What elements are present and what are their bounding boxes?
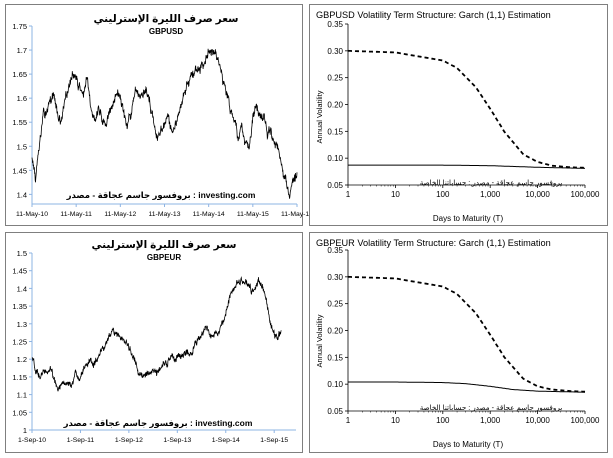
gbpeur-price-chart-panel: سعر صرف الليرة الإسترليني GBPEUR investi… — [5, 232, 303, 453]
y-tick-label: 0.25 — [327, 74, 343, 83]
price-series-line — [31, 48, 298, 199]
y-tick-label: 1.45 — [12, 166, 27, 175]
x-tick-label: 1-Sep-14 — [212, 437, 240, 444]
gbpusd-price-chart: سعر صرف الليرة الإسترليني GBPUSD investi… — [12, 13, 313, 218]
x-tick-label: 10 — [391, 416, 400, 425]
x-tick-label: 1-Sep-10 — [18, 437, 46, 444]
x-tick-label: 11-May-11 — [60, 211, 92, 218]
chart-annotation: investing.com : بروفسور جاسم عجاقة - مصد… — [63, 418, 253, 429]
y-tick-label: 0.15 — [327, 353, 343, 362]
gbpusd-volatility-chart-panel: GBPUSD Volatility Term Structure: Garch … — [309, 4, 608, 226]
x-tick-label: 1-Sep-12 — [115, 437, 143, 444]
x-tick-label: 11-May-15 — [237, 211, 269, 218]
y-tick-label: 1.05 — [12, 408, 27, 417]
x-tick-label: 1 — [346, 416, 351, 425]
y-tick-label: 1 — [23, 426, 27, 435]
x-axis-label: Days to Maturity (T) — [433, 440, 504, 449]
solid-volatility-series — [348, 381, 585, 393]
gbpusd-volatility-chart: GBPUSD Volatility Term Structure: Garch … — [315, 10, 600, 223]
x-tick-label: 11-May-16 — [281, 211, 313, 218]
y-tick-label: 0.30 — [327, 47, 343, 56]
x-axis-label: Days to Maturity (T) — [433, 214, 504, 223]
chart-title: سعر صرف الليرة الإسترليني — [94, 13, 239, 25]
x-tick-label: 1-Sep-15 — [260, 437, 288, 444]
x-tick-label: 10,000 — [525, 416, 550, 425]
gbpeur-price-chart: سعر صرف الليرة الإسترليني GBPEUR investi… — [12, 239, 296, 444]
y-tick-label: 1.45 — [12, 267, 27, 276]
chart-subtitle: GBPEUR — [147, 253, 181, 262]
y-tick-label: 1.15 — [12, 373, 27, 382]
y-tick-label: 0.30 — [327, 273, 343, 282]
x-tick-label: 1,000 — [480, 190, 501, 199]
chart-annotation: investing.com : بروفسور جاسم عجاقة - مصد… — [66, 190, 256, 201]
y-tick-label: 0.10 — [327, 380, 343, 389]
y-tick-label: 1.4 — [17, 190, 27, 199]
y-tick-label: 0.05 — [327, 407, 343, 416]
y-tick-label: 1.35 — [12, 302, 27, 311]
y-tick-label: 1.5 — [17, 142, 27, 151]
solid-volatility-series — [348, 164, 586, 169]
y-tick-label: 0.05 — [327, 181, 343, 190]
y-tick-label: 1.5 — [17, 249, 27, 258]
chart-title: GBPEUR Volatility Term Structure: Garch … — [316, 238, 551, 248]
y-tick-label: 1.1 — [17, 391, 27, 400]
x-tick-label: 11-May-13 — [149, 211, 181, 218]
y-tick-label: 0.20 — [327, 327, 343, 336]
y-tick-label: 1.7 — [17, 46, 27, 55]
y-tick-label: 1.3 — [17, 320, 27, 329]
chart-annotation: بروفسور جاسم عجاقة - مصدر : حساباتنا الخ… — [420, 403, 563, 412]
chart-subtitle: GBPUSD — [149, 27, 183, 36]
gbpeur-volatility-chart-panel: GBPEUR Volatility Term Structure: Garch … — [309, 232, 608, 453]
x-tick-label: 100,000 — [571, 190, 600, 199]
x-tick-label: 10 — [391, 190, 400, 199]
x-tick-label: 11-May-12 — [104, 211, 136, 218]
y-tick-label: 1.25 — [12, 338, 27, 347]
chart-title: GBPUSD Volatility Term Structure: Garch … — [316, 10, 551, 20]
y-tick-label: 1.65 — [12, 70, 27, 79]
x-tick-label: 100,000 — [571, 416, 600, 425]
chart-title: سعر صرف الليرة الإسترليني — [92, 239, 237, 251]
y-axis-label: Annual Volatility — [315, 314, 324, 367]
y-tick-label: 1.55 — [12, 118, 27, 127]
dashed-volatility-series — [347, 49, 585, 169]
y-tick-label: 0.20 — [327, 101, 343, 110]
y-tick-label: 1.4 — [17, 284, 27, 293]
x-tick-label: 1-Sep-13 — [163, 437, 191, 444]
x-tick-label: 1-Sep-11 — [67, 437, 95, 444]
dashed-volatility-series — [347, 275, 586, 393]
y-tick-label: 0.15 — [327, 127, 343, 136]
x-tick-label: 11-May-14 — [193, 211, 225, 218]
y-tick-label: 0.35 — [327, 20, 343, 29]
y-axis-label: Annual Volatility — [315, 90, 324, 143]
y-tick-label: 1.75 — [12, 22, 27, 31]
price-series-line — [31, 276, 282, 392]
chart-annotation: بروفسور جاسم عجاقة - مصدر : حساباتنا الخ… — [420, 178, 563, 187]
y-tick-label: 0.25 — [327, 300, 343, 309]
y-tick-label: 1.2 — [17, 355, 27, 364]
gbpeur-volatility-chart: GBPEUR Volatility Term Structure: Garch … — [315, 238, 600, 449]
x-tick-label: 100 — [436, 416, 450, 425]
x-tick-label: 1 — [346, 190, 351, 199]
x-tick-label: 1,000 — [480, 416, 501, 425]
x-tick-label: 11-May-10 — [16, 211, 48, 218]
x-tick-label: 100 — [436, 190, 450, 199]
gbpusd-price-chart-panel: سعر صرف الليرة الإسترليني GBPUSD investi… — [5, 4, 313, 226]
y-tick-label: 0.35 — [327, 246, 343, 255]
y-tick-label: 1.6 — [17, 94, 27, 103]
x-tick-label: 10,000 — [525, 190, 550, 199]
y-tick-label: 0.10 — [327, 154, 343, 163]
